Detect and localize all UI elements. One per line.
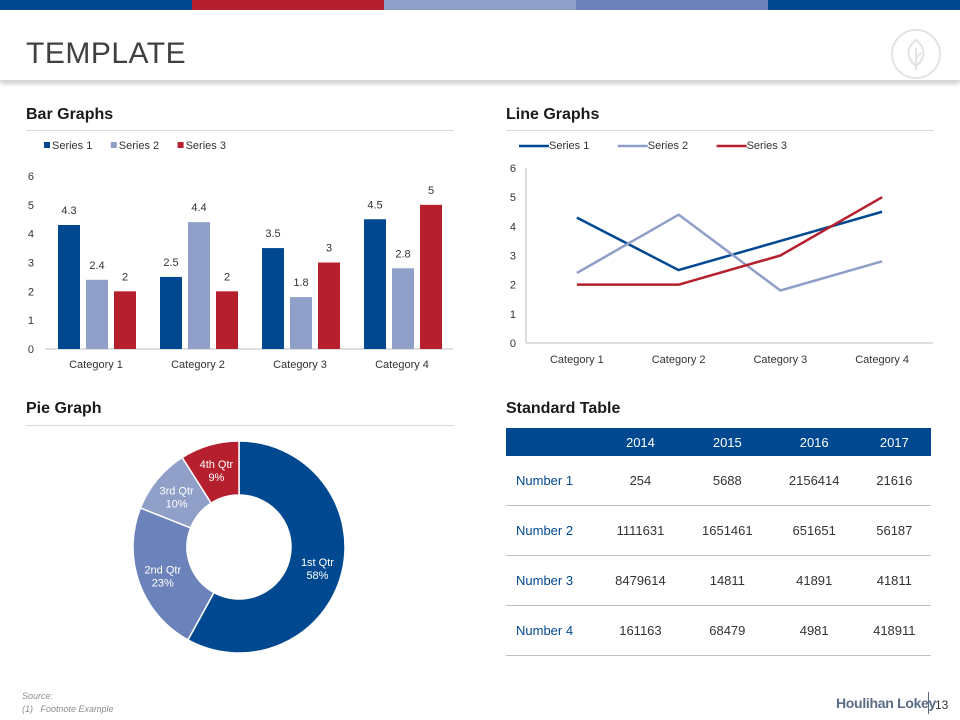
- bar-value-label: 2.8: [395, 248, 410, 260]
- bar: [262, 248, 284, 349]
- table-row: Number 4 161163 68479 4981 418911: [506, 605, 931, 656]
- table-header-cell: 2016: [770, 428, 858, 456]
- bar-value-label: 2: [224, 271, 230, 283]
- bar: [58, 225, 80, 349]
- table-cell: 68479: [683, 605, 771, 656]
- table-cell: 651651: [770, 505, 858, 556]
- legend-swatch: [110, 142, 117, 148]
- table-cell: 254: [597, 456, 684, 506]
- bar-section-rule: [26, 130, 454, 131]
- table-cell: 56187: [857, 505, 931, 556]
- table-cell: 418911: [857, 605, 931, 656]
- bar: [290, 297, 312, 349]
- pie-section-rule: [26, 425, 454, 426]
- bar: [392, 268, 414, 349]
- bar: [420, 204, 442, 349]
- bar: [160, 276, 182, 349]
- top-bar-segment: [768, 0, 960, 10]
- y-tick-label: 2: [28, 286, 34, 298]
- bar-graphs-title: Bar Graphs: [26, 106, 114, 123]
- bar: [86, 279, 108, 349]
- table-header-row: 2014 2015 2016 2017: [506, 428, 931, 456]
- bar: [364, 219, 386, 349]
- bar-value-label: 4.3: [61, 205, 76, 217]
- leaf-logo-icon: [891, 29, 941, 79]
- legend-label: Series 1: [52, 140, 92, 152]
- table-row: Number 1 254 5688 2156414 21616: [506, 456, 931, 506]
- table-cell: 8479614: [597, 555, 684, 606]
- y-tick-label: 5: [28, 200, 34, 212]
- top-bar-segment: [384, 0, 576, 10]
- x-category-label: Category 2: [171, 359, 225, 371]
- line-graphs-title: Line Graphs: [506, 106, 600, 123]
- slide-header: TEMPLATE: [0, 10, 960, 81]
- top-color-bar: [0, 0, 960, 10]
- table-row-label: Number 1: [506, 456, 597, 506]
- table-row-label: Number 3: [506, 555, 597, 606]
- footnote-text: Footnote Example: [40, 704, 114, 714]
- brand-logo: Houlihan Lokey: [836, 695, 937, 711]
- x-category-label: Category 4: [375, 359, 429, 371]
- table-row: Number 2 1111631 1651461 651651 56187: [506, 505, 931, 556]
- table-cell: 1111631: [597, 505, 684, 556]
- table-cell: 4981: [770, 605, 858, 656]
- legend-swatch: [44, 142, 50, 148]
- table-cell: 41811: [857, 555, 931, 606]
- top-bar-segment: [576, 0, 768, 10]
- bar: [188, 222, 210, 349]
- bar-value-label: 1.8: [293, 277, 308, 289]
- standard-table-title: Standard Table: [506, 400, 621, 417]
- y-tick-label: 6: [28, 171, 34, 183]
- table-row-label: Number 2: [506, 505, 597, 556]
- standard-table: 2014 2015 2016 2017 Number 1 254 5688 21…: [506, 428, 931, 656]
- x-category-label: Category 3: [273, 359, 327, 371]
- legend-label: Series 3: [186, 140, 226, 152]
- x-category-label: Category 1: [69, 359, 123, 371]
- bar-value-label: 4.4: [191, 202, 206, 214]
- bar-value-label: 3.5: [265, 228, 280, 240]
- table-cell: 1651461: [683, 505, 771, 556]
- table-row: Number 3 8479614 14811 41891 41811: [506, 555, 931, 606]
- bar-value-label: 5: [428, 185, 434, 197]
- table-cell: 161163: [597, 605, 684, 656]
- legend-swatch: [177, 142, 184, 148]
- source-label: Source:: [22, 691, 54, 701]
- table-cell: 21616: [857, 456, 931, 506]
- y-tick-label: 0: [28, 344, 34, 356]
- table-header-cell: [506, 428, 597, 456]
- table-row-label: Number 4: [506, 605, 597, 656]
- table-cell: 14811: [683, 555, 771, 606]
- top-bar-segment: [0, 0, 192, 10]
- page-title: TEMPLATE: [26, 37, 187, 70]
- bar: [216, 291, 238, 349]
- bar-value-label: 2.5: [163, 257, 178, 269]
- table-header-cell: 2017: [857, 428, 931, 456]
- y-tick-label: 4: [28, 229, 34, 241]
- bar-value-label: 3: [326, 243, 332, 255]
- table-header-cell: 2014: [597, 428, 684, 456]
- table-header-cell: 2015: [683, 428, 771, 456]
- y-tick-label: 1: [28, 315, 34, 327]
- footnote: (1) Footnote Example: [22, 704, 114, 714]
- line-section-rule: [506, 130, 934, 131]
- bar-value-label: 2: [122, 271, 128, 283]
- table-cell: 5688: [683, 456, 771, 506]
- top-bar-segment: [192, 0, 384, 10]
- bar-value-label: 2.4: [89, 260, 104, 272]
- brand-separator: [928, 692, 929, 714]
- bar: [318, 262, 340, 349]
- table-cell: 2156414: [770, 456, 858, 506]
- pie-graph-title: Pie Graph: [26, 400, 102, 417]
- table-cell: 41891: [770, 555, 858, 606]
- legend-label: Series 2: [119, 140, 159, 152]
- footnote-number: (1): [22, 704, 33, 714]
- bar: [114, 291, 136, 349]
- page-number: 13: [935, 698, 949, 712]
- y-tick-label: 3: [28, 258, 34, 270]
- bar-value-label: 4.5: [367, 199, 382, 211]
